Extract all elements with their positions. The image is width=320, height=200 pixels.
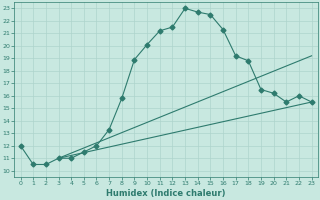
- X-axis label: Humidex (Indice chaleur): Humidex (Indice chaleur): [106, 189, 226, 198]
